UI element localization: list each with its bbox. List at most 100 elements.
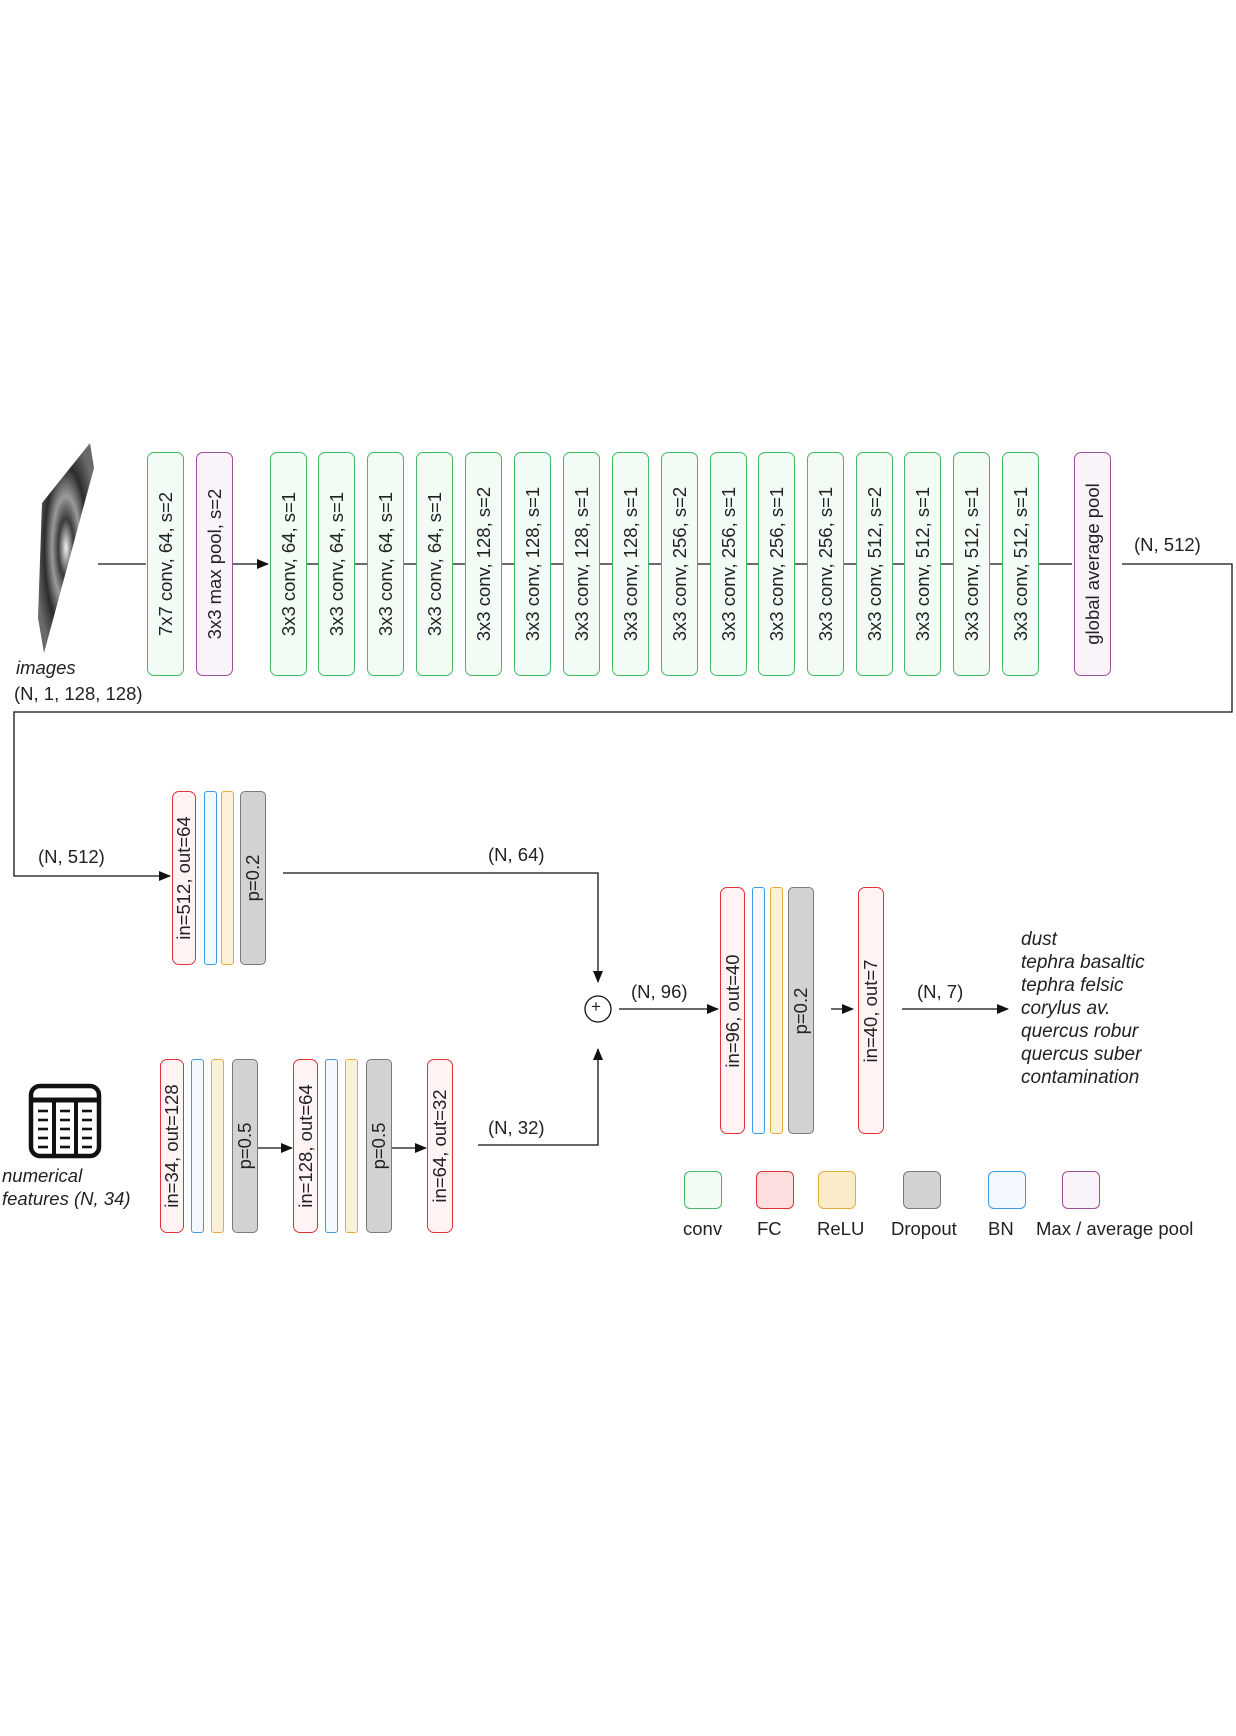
legend-fc-label: FC <box>757 1218 782 1239</box>
num-head-dropout2-label: p=0.5 <box>368 1122 389 1170</box>
image-head-output-shape: (N, 64) <box>488 844 545 865</box>
images-shape: (N, 1, 128, 128) <box>14 683 143 704</box>
num-head-fc1-label: in=34, out=128 <box>161 1084 182 1208</box>
num-head-dropout1-label: p=0.5 <box>234 1122 255 1170</box>
num-head-dropout2: p=0.5 <box>366 1059 392 1233</box>
image-head-dropout-label: p=0.2 <box>242 854 263 902</box>
cnn-layer-label: global average pool <box>1081 483 1103 645</box>
cnn-conv-block: 3x3 conv, 64, s=1 <box>318 452 355 676</box>
num-head-fc3: in=64, out=32 <box>427 1059 453 1233</box>
cnn-conv-block: 3x3 conv, 256, s=1 <box>710 452 747 676</box>
image-head-fc: in=512, out=64 <box>172 791 196 965</box>
legend-dropout-swatch <box>903 1171 941 1209</box>
legend-bn-label: BN <box>988 1218 1014 1239</box>
fusion-fc2: in=40, out=7 <box>858 887 884 1134</box>
cnn-conv-block: 3x3 conv, 512, s=1 <box>904 452 941 676</box>
cnn-conv-block: 3x3 conv, 128, s=2 <box>465 452 502 676</box>
cnn-output-shape: (N, 512) <box>1134 534 1201 555</box>
cnn-layer-label: 3x3 conv, 128, s=1 <box>619 486 641 642</box>
images-label: images <box>16 657 76 678</box>
legend-pool-swatch <box>1062 1171 1100 1209</box>
image-head-relu <box>221 791 234 965</box>
cnn-layer-label: 3x3 conv, 256, s=1 <box>717 486 739 642</box>
fusion-fc2-label: in=40, out=7 <box>860 959 881 1062</box>
legend-bn-swatch <box>988 1171 1026 1209</box>
class-0: dust <box>1021 929 1057 950</box>
num-head-to-concat <box>478 1048 603 1146</box>
cnn-conv-block: 3x3 conv, 128, s=1 <box>612 452 649 676</box>
concat-circle <box>584 995 612 1023</box>
cnn-layer-label: 3x3 conv, 128, s=2 <box>472 486 494 642</box>
numerical-head-output-shape: (N, 32) <box>488 1117 545 1138</box>
legend-pool-label: Max / average pool <box>1036 1218 1194 1239</box>
cnn-conv-block: 7x7 conv, 64, s=2 <box>147 452 184 676</box>
cnn-conv-block: 3x3 conv, 256, s=1 <box>807 452 844 676</box>
fusion-dropout: p=0.2 <box>788 887 814 1134</box>
legend-conv-swatch <box>684 1171 722 1209</box>
table-icon <box>28 1083 102 1159</box>
cnn-conv-block: 3x3 conv, 512, s=2 <box>856 452 893 676</box>
cnn-conv-block: 3x3 conv, 256, s=2 <box>661 452 698 676</box>
num-head-fc1: in=34, out=128 <box>160 1059 184 1233</box>
cnn-conv-block: 3x3 conv, 256, s=1 <box>758 452 795 676</box>
numerical-label-line2: features (N, 34) <box>2 1188 131 1209</box>
class-5: quercus suber <box>1021 1044 1142 1065</box>
cnn-layer-label: 3x3 conv, 512, s=1 <box>960 486 982 642</box>
cnn-conv-block: 3x3 conv, 128, s=1 <box>563 452 600 676</box>
cnn-layer-label: 3x3 conv, 256, s=1 <box>765 486 787 642</box>
fusion-fc1-label: in=96, out=40 <box>721 953 743 1068</box>
cnn-layer-label: 3x3 conv, 64, s=1 <box>277 491 299 637</box>
num-head-bn1 <box>191 1059 204 1233</box>
num-head-dropout1: p=0.5 <box>232 1059 258 1233</box>
cnn-conv-block: 3x3 conv, 512, s=1 <box>953 452 990 676</box>
cnn-layer-label: 3x3 max pool, s=2 <box>203 488 225 640</box>
fusion-fc1: in=96, out=40 <box>720 887 745 1134</box>
cnn-conv-block: 3x3 conv, 512, s=1 <box>1002 452 1039 676</box>
cnn-conv-block: 3x3 conv, 128, s=1 <box>514 452 551 676</box>
num-head-fc2: in=128, out=64 <box>293 1059 318 1233</box>
image-head-dropout: p=0.2 <box>240 791 266 965</box>
image-head-input-shape: (N, 512) <box>38 846 105 867</box>
num-head-relu1 <box>211 1059 224 1233</box>
class-1: tephra basaltic <box>1021 952 1145 973</box>
image-head-to-concat <box>283 872 603 983</box>
num-head-relu2 <box>345 1059 358 1233</box>
legend-conv-label: conv <box>683 1218 723 1239</box>
numerical-label-line1: numerical <box>2 1165 83 1186</box>
fusion-dropout-label: p=0.2 <box>790 987 811 1034</box>
cnn-layer-label: 3x3 conv, 128, s=1 <box>570 486 592 642</box>
class-2: tephra felsic <box>1021 975 1124 996</box>
legend-fc-swatch <box>756 1171 794 1209</box>
cnn-conv-block: 3x3 conv, 64, s=1 <box>270 452 307 676</box>
cnn-layer-label: 3x3 conv, 64, s=1 <box>374 491 396 637</box>
concat-symbol: + <box>591 997 601 1016</box>
cnn-conv-block: 3x3 conv, 64, s=1 <box>416 452 453 676</box>
input-image-thumbnail <box>38 443 94 653</box>
cnn-layer-label: 3x3 conv, 512, s=2 <box>863 486 885 642</box>
class-4: quercus robur <box>1021 1021 1139 1042</box>
cnn-layer-label: 3x3 conv, 256, s=1 <box>814 486 836 642</box>
cnn-pool-block: 3x3 max pool, s=2 <box>196 452 233 676</box>
cnn-conv-block: 3x3 conv, 64, s=1 <box>367 452 404 676</box>
class-6: contamination <box>1021 1067 1140 1088</box>
num-head-fc2-label: in=128, out=64 <box>294 1084 316 1208</box>
cnn-layer-label: 3x3 conv, 128, s=1 <box>521 486 543 642</box>
cnn-layer-label: 3x3 conv, 512, s=1 <box>1009 486 1031 642</box>
fusion-bn <box>752 887 765 1134</box>
cnn-pool-block: global average pool <box>1074 452 1111 676</box>
legend-dropout-label: Dropout <box>891 1218 957 1239</box>
cnn-layer-label: 3x3 conv, 64, s=1 <box>423 491 445 637</box>
cnn-layer-label: 3x3 conv, 256, s=2 <box>668 486 690 642</box>
output-classes: dust tephra basaltic tephra felsic coryl… <box>1021 928 1145 1089</box>
image-head-fc-label: in=512, out=64 <box>173 816 194 940</box>
cnn-output-route <box>13 563 1233 881</box>
legend-relu-label: ReLU <box>817 1218 865 1239</box>
num-head-bn2 <box>325 1059 338 1233</box>
cnn-layer-label: 3x3 conv, 64, s=1 <box>325 491 347 637</box>
cnn-layer-label: 3x3 conv, 512, s=1 <box>911 486 933 642</box>
num-head-fc3-label: in=64, out=32 <box>429 1089 450 1203</box>
cnn-layer-label: 7x7 conv, 64, s=2 <box>154 491 176 637</box>
concat-output-shape: (N, 96) <box>631 981 688 1002</box>
legend-relu-swatch <box>818 1171 856 1209</box>
fusion-relu <box>770 887 783 1134</box>
